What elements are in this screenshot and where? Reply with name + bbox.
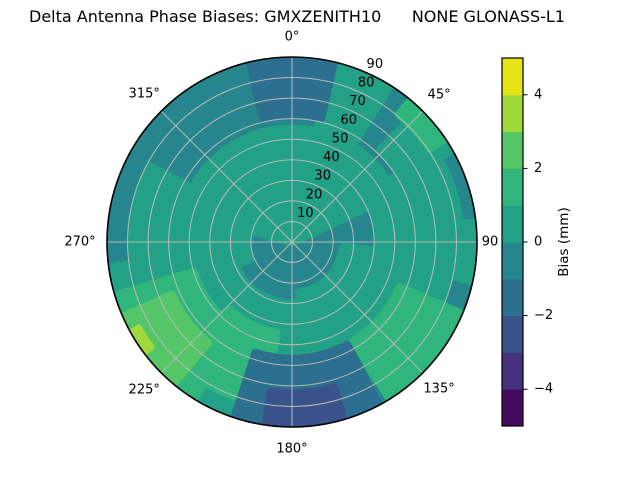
angular-tick-label: 225° bbox=[129, 382, 160, 397]
radial-tick-label: 40 bbox=[323, 150, 340, 165]
colorbar: 4 2 0 −2 −4 Bias (mm) bbox=[501, 57, 572, 427]
colorbar-tick-label: −2 bbox=[534, 308, 553, 323]
angular-tick-labels: 0° 45° 90 135° 180° 225° 270° 315° bbox=[64, 30, 498, 457]
radial-tick-labels: 10 20 30 40 50 60 70 80 90 bbox=[297, 57, 383, 221]
colorbar-band bbox=[502, 94, 523, 133]
angular-tick-label: 270° bbox=[64, 235, 95, 250]
grid-spoke bbox=[160, 110, 293, 243]
angular-tick-label: 315° bbox=[129, 87, 160, 102]
radial-tick-label: 20 bbox=[306, 187, 323, 202]
colorbar-band bbox=[502, 278, 523, 317]
contour-region bbox=[261, 383, 348, 427]
angular-tick-label: 180° bbox=[276, 442, 307, 457]
angular-tick-label: 0° bbox=[285, 30, 300, 45]
colorbar-band bbox=[502, 168, 523, 206]
plot-outline bbox=[106, 56, 478, 428]
colorbar-band bbox=[502, 352, 523, 390]
radial-tick-label: 90 bbox=[367, 57, 384, 72]
colorbar-axis-label: Bias (mm) bbox=[556, 207, 572, 276]
grid-spoke bbox=[160, 241, 293, 374]
grid-spoke bbox=[291, 110, 424, 243]
radial-tick-label: 10 bbox=[297, 206, 314, 221]
colorbar-band bbox=[502, 205, 523, 243]
colorbar-tick-label: −4 bbox=[534, 382, 553, 397]
colorbar-tick-label: 2 bbox=[534, 161, 542, 176]
angular-tick-label: 45° bbox=[428, 87, 451, 102]
colorbar-band bbox=[502, 131, 523, 169]
grid-spoke bbox=[291, 241, 424, 374]
colorbar-band bbox=[502, 389, 523, 427]
radial-tick-label: 50 bbox=[332, 131, 349, 146]
colorbar-band bbox=[502, 58, 523, 96]
colorbar-tick-label: 4 bbox=[534, 87, 542, 102]
colorbar-band bbox=[502, 242, 523, 280]
chart-title: Delta Antenna Phase Biases: GMXZENITH10 … bbox=[29, 7, 565, 26]
colorbar-band bbox=[502, 315, 523, 353]
angular-tick-label: 135° bbox=[423, 382, 454, 397]
radial-tick-label: 60 bbox=[340, 113, 357, 128]
polar-grid bbox=[106, 56, 478, 428]
radial-tick-label: 70 bbox=[349, 94, 366, 109]
radial-tick-label: 30 bbox=[314, 169, 331, 184]
colorbar-tick-label: 0 bbox=[534, 235, 542, 250]
radial-tick-label: 80 bbox=[358, 75, 375, 90]
angular-tick-label: 90 bbox=[482, 235, 499, 250]
